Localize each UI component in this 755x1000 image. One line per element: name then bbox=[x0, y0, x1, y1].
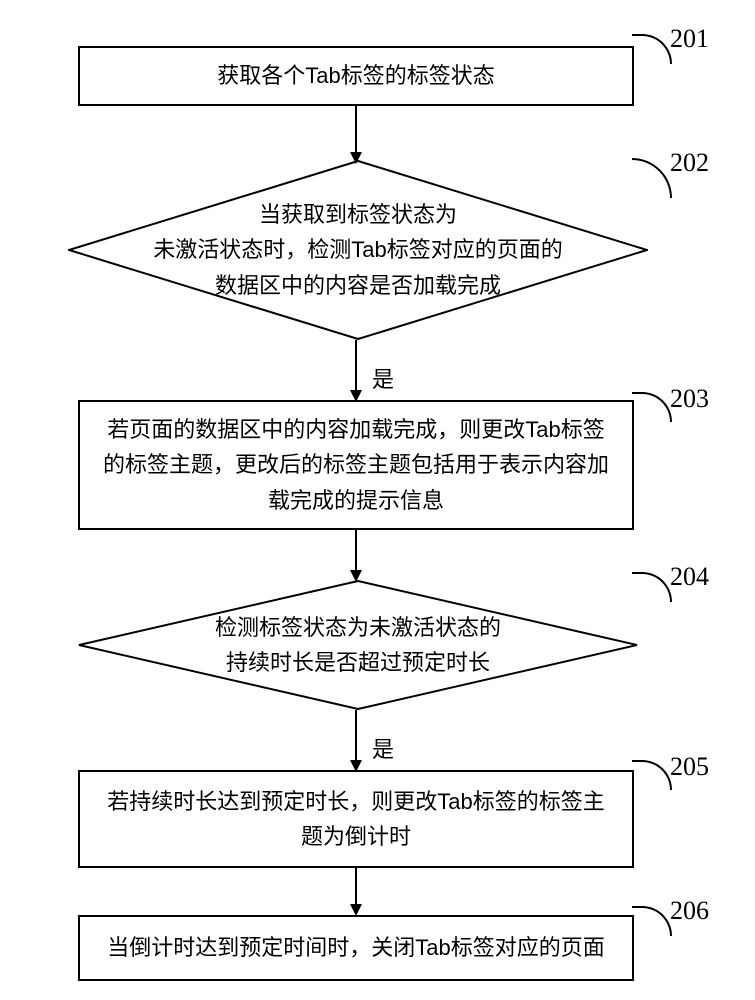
callout-203 bbox=[632, 392, 672, 422]
arrow-202-203 bbox=[350, 340, 362, 402]
node-206-rect: 当倒计时达到预定时间时，关闭Tab标签对应的页面 bbox=[78, 915, 634, 981]
callout-202 bbox=[632, 158, 672, 198]
label-205: 205 bbox=[670, 752, 709, 782]
arrow-204-205 bbox=[350, 710, 362, 772]
edge-label-202-203: 是 bbox=[372, 362, 394, 394]
node-203-text: 若页面的数据区中的内容加载完成，则更改Tab标签 的标签主题，更改后的标签主题包… bbox=[103, 412, 609, 518]
node-201-text: 获取各个Tab标签的标签状态 bbox=[217, 58, 494, 93]
node-201-rect: 获取各个Tab标签的标签状态 bbox=[78, 46, 634, 106]
node-202-diamond: 当获取到标签状态为 未激活状态时，检测Tab标签对应的页面的 数据区中的内容是否… bbox=[68, 160, 648, 340]
node-204-diamond: 检测标签状态为未激活状态的 持续时长是否超过预定时长 bbox=[78, 580, 638, 710]
node-202-text: 当获取到标签状态为 未激活状态时，检测Tab标签对应的页面的 数据区中的内容是否… bbox=[153, 197, 562, 303]
callout-201 bbox=[632, 34, 672, 64]
node-205-rect: 若持续时长达到预定时长，则更改Tab标签的标签主 题为倒计时 bbox=[78, 770, 634, 868]
callout-204 bbox=[632, 572, 672, 602]
arrow-201-202 bbox=[350, 106, 362, 164]
node-204-text: 检测标签状态为未激活状态的 持续时长是否超过预定时长 bbox=[215, 610, 501, 680]
arrow-205-206 bbox=[350, 868, 362, 916]
node-206-text: 当倒计时达到预定时间时，关闭Tab标签对应的页面 bbox=[107, 930, 604, 965]
label-201: 201 bbox=[670, 24, 709, 54]
node-203-rect: 若页面的数据区中的内容加载完成，则更改Tab标签 的标签主题，更改后的标签主题包… bbox=[78, 400, 634, 530]
label-203: 203 bbox=[670, 384, 709, 414]
callout-205 bbox=[632, 760, 672, 790]
label-206: 206 bbox=[670, 896, 709, 926]
node-205-text: 若持续时长达到预定时长，则更改Tab标签的标签主 题为倒计时 bbox=[107, 784, 604, 854]
arrow-203-204 bbox=[350, 530, 362, 582]
flowchart-canvas: 获取各个Tab标签的标签状态 201 当获取到标签状态为 未激活状态时，检测Ta… bbox=[0, 0, 755, 1000]
label-202: 202 bbox=[670, 148, 709, 178]
edge-label-204-205: 是 bbox=[372, 732, 394, 764]
label-204: 204 bbox=[670, 562, 709, 592]
callout-206 bbox=[632, 906, 672, 936]
